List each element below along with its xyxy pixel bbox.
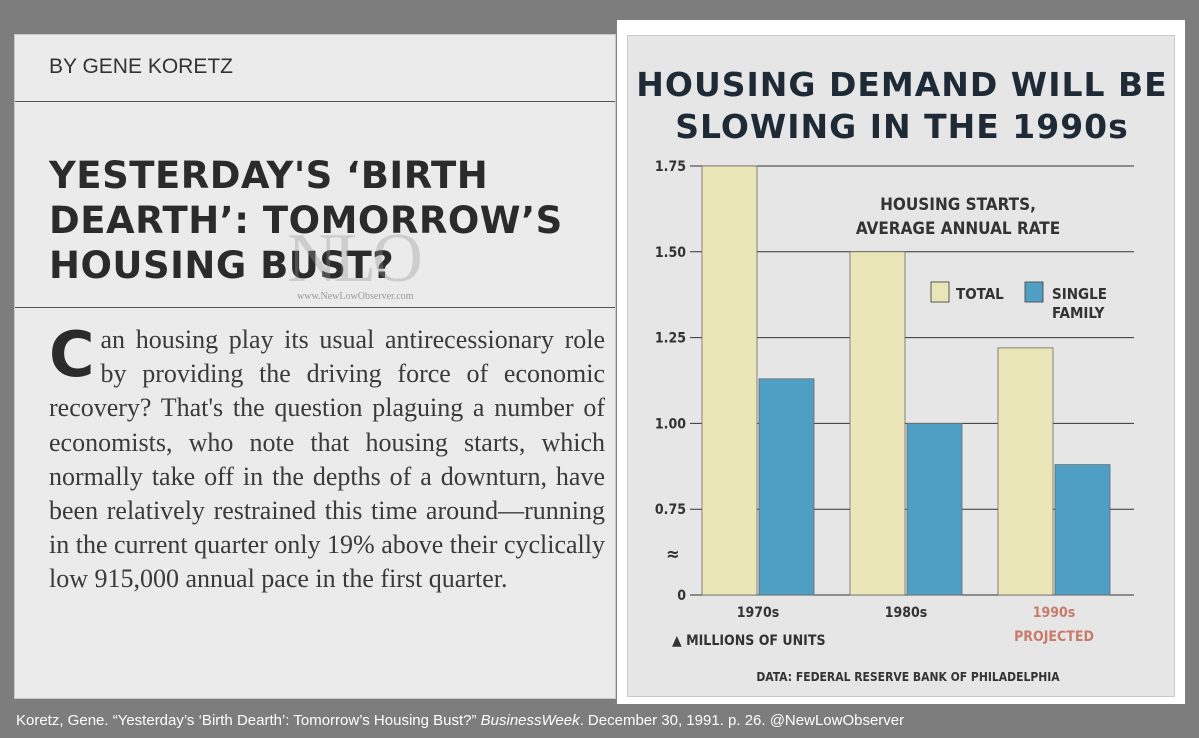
bar: [701, 165, 758, 596]
y-tick-label: 1.50: [655, 245, 686, 261]
legend-swatch: [930, 281, 950, 303]
x-tick-label: 1990s: [1033, 605, 1076, 621]
bar: [906, 422, 963, 596]
chart-panel: HOUSING DEMAND WILL BE SLOWING IN THE 19…: [617, 20, 1185, 704]
caption-prefix: Koretz, Gene. “Yesterday’s ‘Birth Dearth…: [16, 712, 481, 729]
article-clipping: BY GENE KORETZ YESTERDAY'S ‘BIRTH DEARTH…: [14, 34, 616, 699]
projected-label: PROJECTED: [1014, 629, 1094, 645]
y-tick-label: 0.75: [655, 502, 686, 518]
watermark-logo: NLO: [287, 220, 423, 297]
unit-label: ▲ MILLIONS OF UNITS: [672, 633, 826, 649]
y-tick-label: 0: [677, 588, 686, 604]
bar: [1054, 464, 1111, 596]
article-paragraph: an housing play its usual antirecessiona…: [49, 325, 605, 594]
article-body: C an housing play its usual antirecessio…: [49, 323, 605, 597]
y-tick-label: 1.75: [655, 159, 686, 175]
divider: [15, 101, 615, 102]
bar: [997, 347, 1054, 596]
chart-title-line: SLOWING IN THE 1990s: [675, 107, 1129, 146]
bar-chart: 1.75 1.50 1.25 1.00 0.75 0 ≈1970s 1980s 1990s PRO…: [655, 159, 1134, 684]
byline: BY GENE KORETZ: [49, 55, 233, 78]
watermark-url: www.NewLowObserver.com: [297, 291, 414, 302]
bar: [758, 378, 815, 596]
legend-label: SINGLE: [1052, 285, 1107, 303]
y-tick-label: 1.25: [655, 331, 686, 347]
y-tick-label: 1.00: [655, 416, 686, 432]
headline-line: YESTERDAY'S ‘BIRTH: [49, 154, 489, 197]
legend-label: TOTAL: [956, 285, 1004, 303]
headline-line: DEARTH’: TOMORROW’S: [49, 199, 563, 242]
headline: YESTERDAY'S ‘BIRTH DEARTH’: TOMORROW’S H…: [49, 153, 609, 288]
chart-card: HOUSING DEMAND WILL BE SLOWING IN THE 19…: [627, 35, 1175, 697]
caption-suffix: . December 30, 1991. p. 26. @NewLowObser…: [579, 712, 905, 729]
bar: [849, 251, 906, 596]
drop-cap: C: [49, 318, 95, 391]
source-note: DATA: FEDERAL RESERVE BANK OF PHILADELPH…: [756, 670, 1060, 684]
chart-title: HOUSING DEMAND WILL BE SLOWING IN THE 19…: [628, 64, 1176, 148]
axis-break-icon: ≈: [666, 544, 680, 565]
citation-caption: Koretz, Gene. “Yesterday’s ‘Birth Dearth…: [16, 712, 904, 729]
chart-subtitle: AVERAGE ANNUAL RATE: [856, 219, 1060, 239]
caption-publication: BusinessWeek: [480, 712, 580, 729]
x-tick-label: 1970s: [737, 605, 780, 621]
legend-swatch: [1024, 281, 1044, 303]
chart-title-line: HOUSING DEMAND WILL BE: [636, 65, 1168, 104]
x-tick-label: 1980s: [885, 605, 928, 621]
chart-subtitle: HOUSING STARTS,: [880, 195, 1036, 215]
legend-label: FAMILY: [1052, 304, 1105, 322]
headline-line: HOUSING BUST?: [49, 244, 395, 287]
divider: [15, 307, 615, 308]
